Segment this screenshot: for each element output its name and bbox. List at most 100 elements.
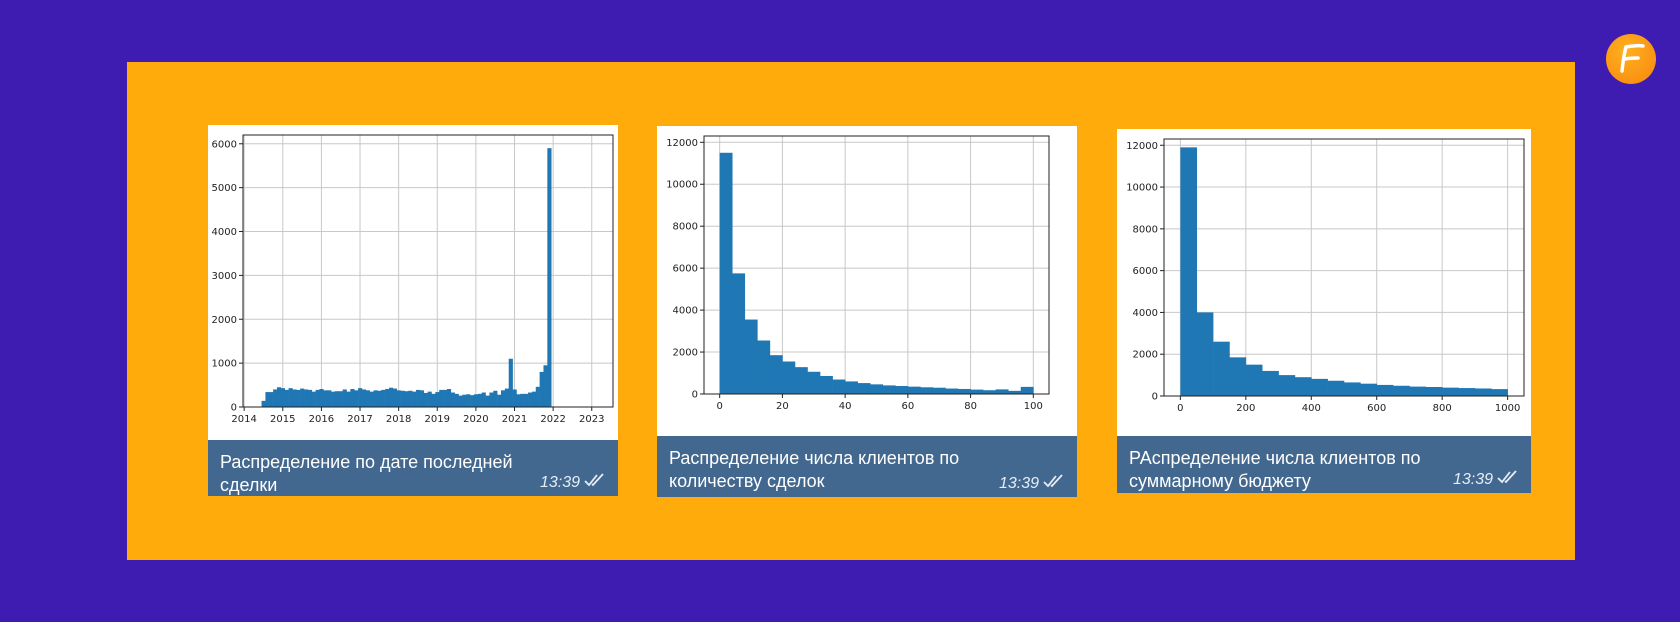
- histogram-bar: [1327, 380, 1345, 396]
- histogram-bar: [292, 389, 297, 407]
- histogram-bar: [489, 392, 494, 407]
- histogram-bar: [719, 152, 733, 394]
- x-tick-label: 2023: [579, 414, 604, 425]
- histogram-bar: [377, 390, 382, 407]
- histogram-bar: [473, 394, 479, 407]
- x-tick-label: 2014: [231, 414, 256, 425]
- y-tick-label: 4000: [1133, 308, 1158, 319]
- histogram-bar: [369, 391, 374, 407]
- histogram-bar: [794, 367, 808, 394]
- plot-frame: [1163, 138, 1525, 397]
- histogram-bar: [342, 389, 347, 407]
- histogram-bar: [528, 392, 533, 407]
- histogram-bar: [932, 387, 946, 394]
- y-tick-label: 5000: [212, 183, 237, 194]
- histogram-bar: [945, 388, 959, 394]
- chart-card-total-budget[interactable]: 0 2000 4000 6000 8000 10000 12000 0 200 400 600 800…: [1117, 129, 1531, 493]
- histogram-bar: [358, 388, 363, 407]
- histogram-bar: [524, 393, 529, 407]
- y-tick-label: 10000: [1126, 183, 1158, 194]
- histogram-bar: [454, 393, 459, 407]
- histogram-bar: [307, 389, 313, 407]
- x-tick-label: 0: [716, 401, 722, 412]
- histogram-bar: [431, 393, 436, 407]
- histogram-bar: [419, 390, 425, 407]
- x-tick-label: 600: [1367, 403, 1386, 414]
- y-tick-label: 12000: [666, 138, 698, 149]
- histogram-bar: [1376, 384, 1394, 396]
- histogram-bar: [497, 394, 502, 407]
- histogram-bar: [1262, 370, 1279, 396]
- histogram-deal-count: 0 2000 4000 6000 8000 10000 12000 0 20 40 60 80 100: [666, 135, 1050, 412]
- x-tick-label: 2020: [463, 414, 488, 425]
- bars: [1180, 147, 1508, 396]
- histogram-bar: [508, 358, 513, 407]
- histogram-bar: [276, 387, 282, 407]
- caption-bar: Распределение по дате последней сделки 1…: [208, 440, 618, 496]
- bars: [261, 148, 552, 407]
- histogram-bar: [423, 392, 428, 407]
- x-tick-label: 2021: [502, 414, 527, 425]
- histogram-bar: [520, 393, 525, 407]
- chart-card-deal-count[interactable]: 0 2000 4000 6000 8000 10000 12000 0 20 40 60 80 100 …: [657, 126, 1077, 497]
- histogram-bar: [296, 389, 301, 407]
- histogram-bar: [446, 389, 452, 407]
- y-tick-label: 0: [1152, 392, 1158, 403]
- caption-text: Распределение числа клиентов по количест…: [669, 448, 960, 491]
- histogram-bar: [346, 391, 351, 407]
- x-tick-label: 80: [964, 401, 977, 412]
- histogram-bar: [408, 390, 413, 407]
- histogram-bar: [338, 391, 343, 407]
- histogram-bar: [300, 388, 305, 407]
- x-tick-label: 2017: [347, 414, 372, 425]
- histogram-bar: [1474, 388, 1492, 396]
- y-tick-label: 12000: [1126, 141, 1158, 152]
- histogram-bar: [304, 389, 309, 407]
- caption-text: Распределение по дате последней сделки: [220, 452, 513, 495]
- x-tick-label: 2015: [270, 414, 295, 425]
- histogram-bar: [845, 381, 858, 394]
- histogram-bar: [404, 391, 409, 407]
- caption-bar: Распределение числа клиентов по количест…: [657, 436, 1077, 497]
- histogram-bar: [493, 390, 498, 407]
- histogram-bar: [1245, 364, 1263, 396]
- y-tick-label: 6000: [212, 139, 237, 150]
- histogram-bar: [462, 394, 467, 407]
- y-tick-label: 8000: [1133, 224, 1158, 235]
- histogram-bar: [870, 384, 884, 394]
- time-label: 13:39: [1452, 470, 1493, 488]
- message-time: 13:39: [540, 473, 606, 492]
- histogram-bar: [970, 389, 984, 394]
- x-tick-label: 400: [1302, 403, 1321, 414]
- histogram-bar: [807, 371, 821, 394]
- histogram-bar: [1425, 387, 1443, 396]
- x-tick-label: 200: [1236, 403, 1255, 414]
- y-tick-label: 3000: [212, 271, 237, 282]
- y-tick-label: 6000: [1133, 266, 1158, 277]
- histogram-bar: [485, 395, 490, 407]
- histogram-bar: [907, 386, 921, 394]
- histogram-bar: [385, 389, 390, 407]
- double-check-icon: [1043, 474, 1065, 493]
- histogram-bar: [983, 390, 996, 394]
- histogram-bar: [439, 389, 444, 407]
- histogram-bar: [373, 390, 378, 407]
- histogram-bar: [832, 379, 846, 394]
- histogram-bar: [280, 388, 286, 407]
- histogram-bar: [265, 392, 270, 407]
- histogram-bar: [1180, 147, 1198, 396]
- histogram-bar: [895, 386, 909, 394]
- bars: [719, 152, 1034, 394]
- histogram-bar: [334, 391, 340, 407]
- histogram-bar: [400, 390, 405, 407]
- x-tick-label: 20: [776, 401, 789, 412]
- chart-card-last-deal-date[interactable]: 0 1000 2000 3000 4000 5000 6000 2014 2015 2016 201…: [208, 125, 618, 496]
- histogram-bar: [1409, 386, 1427, 396]
- histogram-bar: [744, 319, 758, 394]
- histogram-bar: [273, 389, 278, 407]
- histogram-bar: [1008, 390, 1022, 394]
- histogram-bar: [354, 390, 359, 407]
- histogram-bar: [531, 391, 537, 407]
- x-tick-label: 1000: [1495, 403, 1520, 414]
- histogram-bar: [1294, 377, 1312, 396]
